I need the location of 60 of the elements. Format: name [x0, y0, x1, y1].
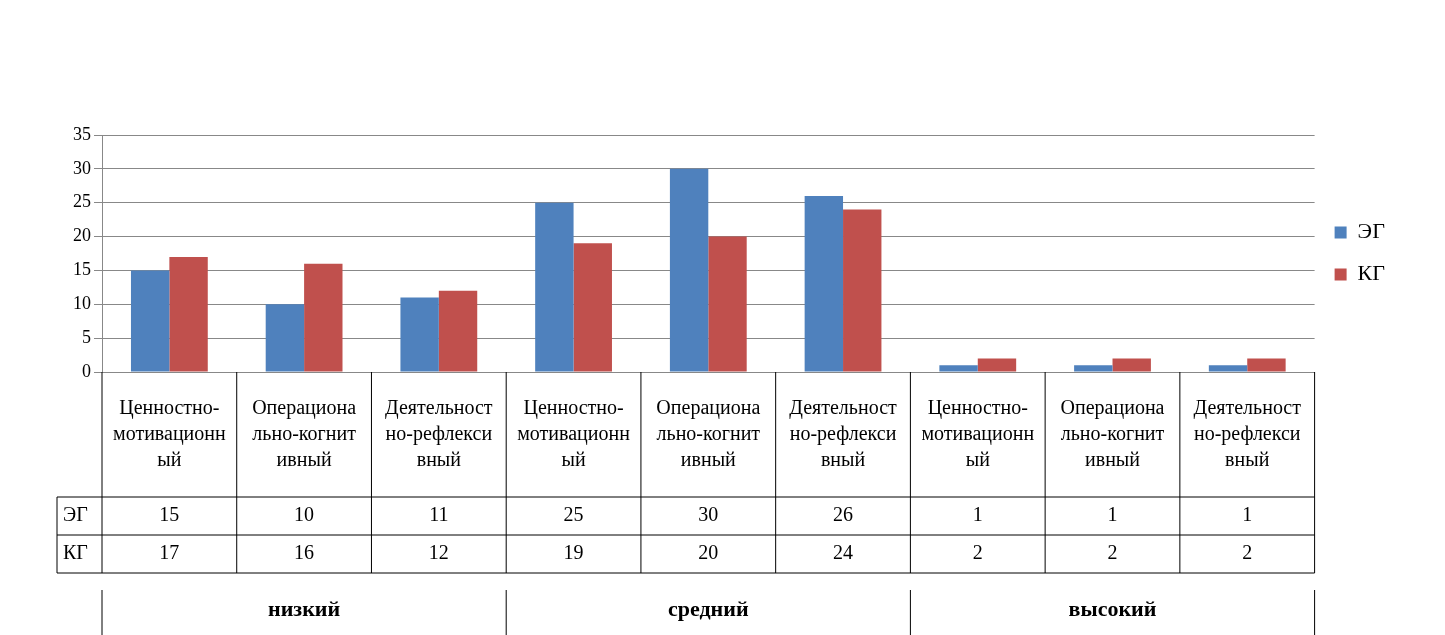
x-tick-label: Операционально-когнитивный	[252, 395, 357, 470]
y-tick-label: 15	[73, 259, 91, 280]
bar	[1208, 365, 1248, 372]
bar	[130, 270, 170, 372]
data-label: 12	[428, 541, 449, 564]
x-tick-label: Ценностно-мотивационный	[113, 395, 227, 470]
bar	[977, 358, 1017, 372]
data-label: 1	[972, 503, 983, 526]
data-label: 2	[1242, 541, 1253, 564]
bar	[669, 168, 709, 372]
text: КГ	[63, 541, 88, 564]
x-tick-label: Ценностно-мотивационный	[517, 395, 631, 470]
text: средний	[667, 595, 749, 621]
data-label: 2	[1107, 541, 1118, 564]
bar	[400, 297, 439, 372]
x-tick-label: Деятельностно-рефлексивный	[789, 395, 898, 470]
y-tick-label: 30	[73, 157, 91, 178]
x-tick-label: Ценностно-мотивационный	[921, 395, 1035, 470]
bar	[304, 263, 343, 372]
bar	[708, 236, 747, 372]
bar	[265, 304, 305, 372]
bar	[535, 202, 574, 372]
y-tick-label: 10	[73, 293, 91, 314]
x-tick-label: Деятельностно-рефлексивный	[385, 395, 493, 470]
data-label: 15	[159, 503, 180, 526]
text: высокий	[1068, 595, 1157, 621]
x-tick-label: Операционально-когнитивный	[1060, 395, 1165, 470]
data-label: 30	[698, 503, 719, 526]
y-tick-label: 35	[73, 123, 91, 144]
data-label: 1	[1242, 503, 1253, 526]
data-label: 17	[159, 541, 180, 564]
bar	[1247, 358, 1286, 372]
bar	[438, 290, 478, 372]
bar	[1074, 365, 1113, 372]
data-label: 26	[833, 503, 854, 526]
data-label: 16	[294, 541, 315, 564]
bar	[1112, 358, 1151, 372]
y-tick-label: 25	[73, 191, 91, 212]
data-label: 10	[294, 503, 315, 526]
text: низкий	[267, 595, 341, 621]
y-tick-label: 5	[82, 326, 91, 347]
data-label: 25	[563, 503, 584, 526]
x-tick-label: Операционально-когнитивный	[656, 395, 761, 470]
data-label: 19	[563, 541, 584, 564]
bar	[843, 209, 882, 372]
y-tick-label: 20	[73, 225, 91, 246]
data-label: 20	[698, 541, 719, 564]
bar	[573, 243, 612, 372]
data-label: 24	[833, 541, 854, 564]
text: ЭГ	[63, 503, 88, 526]
data-label: 2	[972, 541, 983, 564]
data-label: 1	[1107, 503, 1118, 526]
bar	[804, 195, 844, 372]
bar	[939, 365, 978, 372]
data-label: 11	[429, 503, 449, 526]
y-tick-label: 0	[82, 360, 91, 381]
legend-label: КГ	[1357, 260, 1386, 286]
legend-label: ЭГ	[1357, 218, 1386, 244]
bar	[169, 256, 208, 372]
x-tick-label: Деятельностно-рефлексивный	[1193, 395, 1302, 470]
